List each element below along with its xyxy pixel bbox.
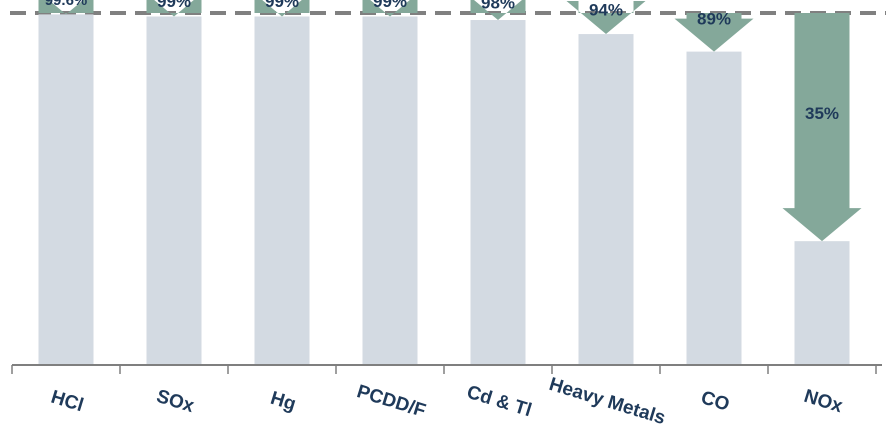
- category-label-hg: Hg: [268, 388, 298, 415]
- reduction-arrow-co: [674, 13, 754, 52]
- reduction-labels: 99.6% 99% 99% 99% 98% 94% 89% 35%: [45, 0, 839, 123]
- reduction-label-pcdd-f: 99%: [373, 0, 407, 11]
- reduction-label-heavy-metals: 94%: [589, 1, 623, 20]
- category-label-sox: SOx: [154, 386, 197, 417]
- reduction-arrow-cd-tl: [470, 0, 526, 21]
- category-label-nox: NOx: [801, 386, 845, 418]
- category-label-co: CO: [698, 387, 731, 415]
- remaining-bar-nox: [794, 241, 850, 364]
- remaining-bar-co: [686, 51, 742, 365]
- reduction-arrow-hcl: [38, 0, 94, 15]
- reduction-label-co: 89%: [697, 9, 731, 28]
- reduction-label-hcl: 99.6%: [45, 0, 88, 9]
- category-label-hcl: HCl: [48, 387, 85, 417]
- category-labels: HCl SOx Hg PCDD/F Cd & Tl Heavy Metals CO NOx: [48, 374, 845, 429]
- reduction-label-sox: 99%: [157, 0, 191, 11]
- remaining-bars: [38, 14, 850, 365]
- reduction-arrows: [38, 0, 862, 242]
- remaining-bar-hg: [254, 16, 310, 364]
- remaining-bar-pcdd-f: [362, 16, 418, 364]
- reduction-arrow-pcdd-f: [362, 0, 418, 17]
- reduction-label-nox: 35%: [805, 104, 839, 123]
- reduction-label-cd-tl: 98%: [481, 0, 515, 12]
- remaining-bar-sox: [146, 16, 202, 364]
- reduction-arrow-hg: [254, 0, 310, 17]
- reduction-arrow-sox: [146, 0, 202, 17]
- reduction-arrow-heavy-metals: [566, 1, 646, 35]
- x-axis: [11, 364, 882, 374]
- category-label-heavy-metals: Heavy Metals: [546, 374, 667, 429]
- category-label-cd-tl: Cd & Tl: [464, 382, 534, 422]
- category-label-pcdd-f: PCDD/F: [354, 381, 428, 422]
- remaining-bar-cd-tl: [470, 20, 526, 365]
- reduction-arrow-nox: [782, 13, 862, 242]
- reduction-label-hg: 99%: [265, 0, 299, 11]
- remaining-bar-hcl: [38, 14, 94, 365]
- remaining-bar-heavy-metals: [578, 34, 634, 365]
